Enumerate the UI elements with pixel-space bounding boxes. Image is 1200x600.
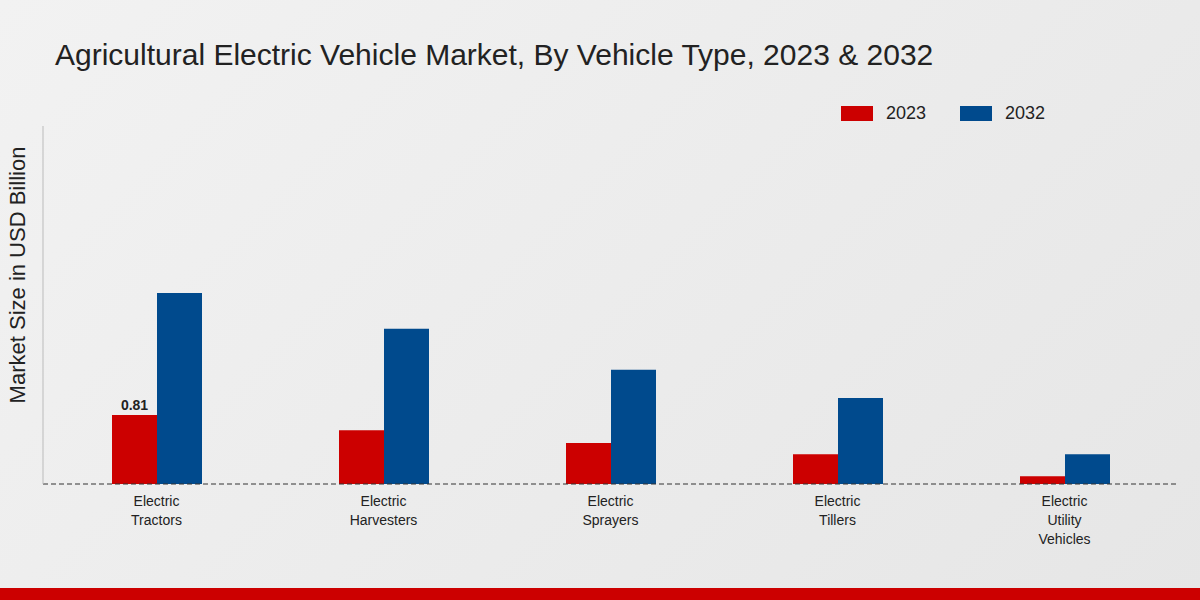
svg-text:ElectricUtilityVehicles: ElectricUtilityVehicles (1038, 493, 1090, 547)
svg-text:ElectricTillers: ElectricTillers (815, 493, 861, 528)
svg-text:ElectricHarvesters: ElectricHarvesters (350, 493, 418, 528)
html-text:Market Size in USD Billion: Market Size in USD Billion (5, 146, 30, 404)
svg-text:ElectricSprayers: ElectricSprayers (582, 493, 638, 528)
html-text:Agricultural Electric Vehicle: Agricultural Electric Vehicle Market, By… (55, 38, 934, 71)
html-text:2032: 2032 (1005, 103, 1045, 123)
svg-text:ElectricTractors: ElectricTractors (131, 493, 182, 528)
html-text:2023: 2023 (885, 103, 926, 123)
svg-text:0.81: 0.81 (121, 397, 148, 413)
